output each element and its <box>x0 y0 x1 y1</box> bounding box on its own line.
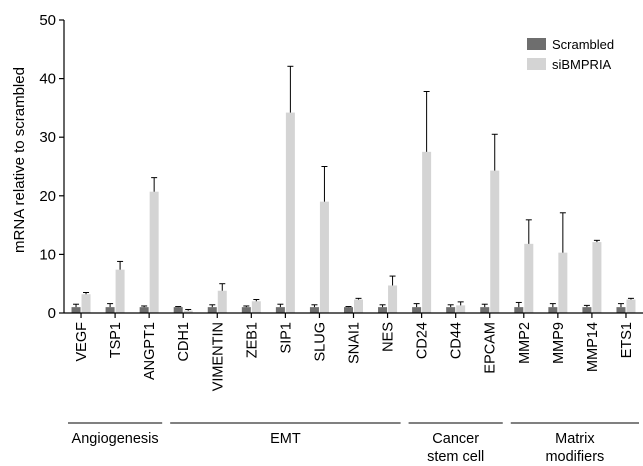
y-tick-label: 10 <box>39 246 56 263</box>
bar-scrambled <box>173 307 183 313</box>
category-groups: Angiogenesis EMT Cancer stem cell Matrix modi… <box>68 422 639 465</box>
y-axis-title: mRNA relative to scrambled <box>11 67 28 253</box>
legend-label: siBMPRIA <box>552 57 612 72</box>
category-label: VIMENTIN <box>210 322 226 391</box>
group-label: EMT <box>270 431 301 447</box>
category-label: ANGPT1 <box>142 322 158 380</box>
bar-scrambled <box>71 307 81 313</box>
bar-scrambled <box>139 307 149 313</box>
bar-sibmpria <box>115 269 125 313</box>
group-label: Angiogenesis <box>72 431 159 447</box>
bar-sibmpria <box>456 305 466 313</box>
category-label: CD24 <box>415 322 431 359</box>
y-tick-label: 0 <box>48 305 56 322</box>
bar-sibmpria <box>592 242 602 313</box>
bar-scrambled <box>446 307 456 313</box>
group-label: Cancer <box>432 431 479 447</box>
bar-scrambled <box>548 307 558 313</box>
category-label: SNAI1 <box>347 322 363 364</box>
y-axis: 0 10 20 30 40 50 <box>39 12 65 322</box>
bar-sibmpria <box>285 112 295 313</box>
category-label: CDH1 <box>176 322 192 361</box>
bar-scrambled <box>309 307 319 313</box>
category-label: VEGF <box>74 322 90 362</box>
category-label: CD44 <box>449 322 465 359</box>
bar-scrambled <box>207 307 217 313</box>
bar-sibmpria <box>558 252 568 313</box>
legend: Scrambled siBMPRIA <box>527 37 614 72</box>
bar-sibmpria <box>354 299 363 313</box>
bar-scrambled <box>480 307 490 313</box>
y-tick-label: 50 <box>39 12 56 29</box>
bars-group <box>71 65 636 313</box>
category-label: TSP1 <box>108 322 124 358</box>
bar-sibmpria <box>626 299 636 313</box>
bar-sibmpria <box>217 290 227 313</box>
bar-sibmpria <box>490 170 500 313</box>
bar-scrambled <box>275 307 285 313</box>
bar-sibmpria <box>524 243 534 313</box>
legend-swatch <box>527 38 546 50</box>
bar-sibmpria <box>183 310 193 313</box>
y-tick-label: 40 <box>39 71 56 88</box>
bar-scrambled <box>582 307 592 313</box>
category-label: ETS1 <box>619 322 635 358</box>
category-label: NES <box>381 322 397 352</box>
bar-scrambled <box>344 307 353 313</box>
x-axis: VEGF TSP1 ANGPT1 CDH1 VIMENTIN ZEB1 SIP1 SLUG SN… <box>64 312 643 391</box>
category-label: MMP2 <box>517 322 533 364</box>
group-label: stem cell <box>427 449 484 465</box>
bar-scrambled <box>412 307 422 313</box>
group-label: Matrix <box>555 431 595 447</box>
legend-label: Scrambled <box>552 37 614 52</box>
y-tick-label: 30 <box>39 129 56 146</box>
group-label: modifiers <box>545 449 604 465</box>
bar-sibmpria <box>319 201 329 313</box>
bar-scrambled <box>241 307 251 313</box>
legend-swatch <box>527 58 546 70</box>
category-label: MMP14 <box>585 322 601 372</box>
bar-sibmpria <box>149 191 159 313</box>
bar-scrambled <box>514 307 524 313</box>
bar-scrambled <box>105 307 115 313</box>
bar-sibmpria <box>388 285 398 313</box>
bar-sibmpria <box>251 301 261 313</box>
category-label: ZEB1 <box>244 322 260 358</box>
bar-sibmpria <box>81 294 91 313</box>
bar-scrambled <box>378 307 388 313</box>
category-label: EPCAM <box>483 322 499 374</box>
category-label: SLUG <box>312 322 328 362</box>
category-label: MMP9 <box>551 322 567 364</box>
bar-scrambled <box>616 307 626 313</box>
bar-sibmpria <box>422 151 432 313</box>
y-tick-label: 20 <box>39 188 56 205</box>
category-label: SIP1 <box>278 322 294 353</box>
